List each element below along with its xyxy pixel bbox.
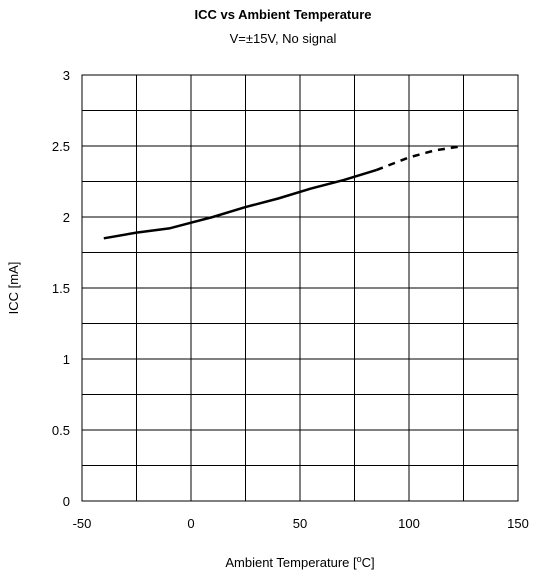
x-tick-label: -50 (73, 516, 92, 531)
y-axis-label: ICC [mA] (6, 262, 21, 315)
y-tick-label: 1 (63, 352, 70, 367)
plot-area-border (81, 74, 519, 502)
x-tick-labels: -50 0 50 100 150 (73, 516, 529, 531)
y-tick-label: 2 (63, 210, 70, 225)
x-tick-label: 150 (507, 516, 529, 531)
x-tick-label: 0 (187, 516, 194, 531)
y-tick-label: 3 (63, 68, 70, 83)
grid-lines (81, 74, 519, 502)
chart-title: ICC vs Ambient Temperature (195, 7, 372, 22)
y-tick-label: 0.5 (52, 423, 70, 438)
series-line-solid (103, 168, 377, 240)
x-tick-label: 100 (398, 516, 420, 531)
y-tick-labels: 0 0.5 1 1.5 2 2.5 3 (52, 68, 70, 509)
x-tick-label: 50 (293, 516, 307, 531)
x-axis-label: Ambient Temperature [oC] (225, 554, 374, 570)
series-line-dashed (375, 144, 464, 172)
chart-subtitle: V=±15V, No signal (230, 31, 337, 46)
series-lines (103, 144, 464, 240)
y-tick-label: 0 (63, 494, 70, 509)
y-tick-label: 2.5 (52, 139, 70, 154)
y-tick-label: 1.5 (52, 281, 70, 296)
